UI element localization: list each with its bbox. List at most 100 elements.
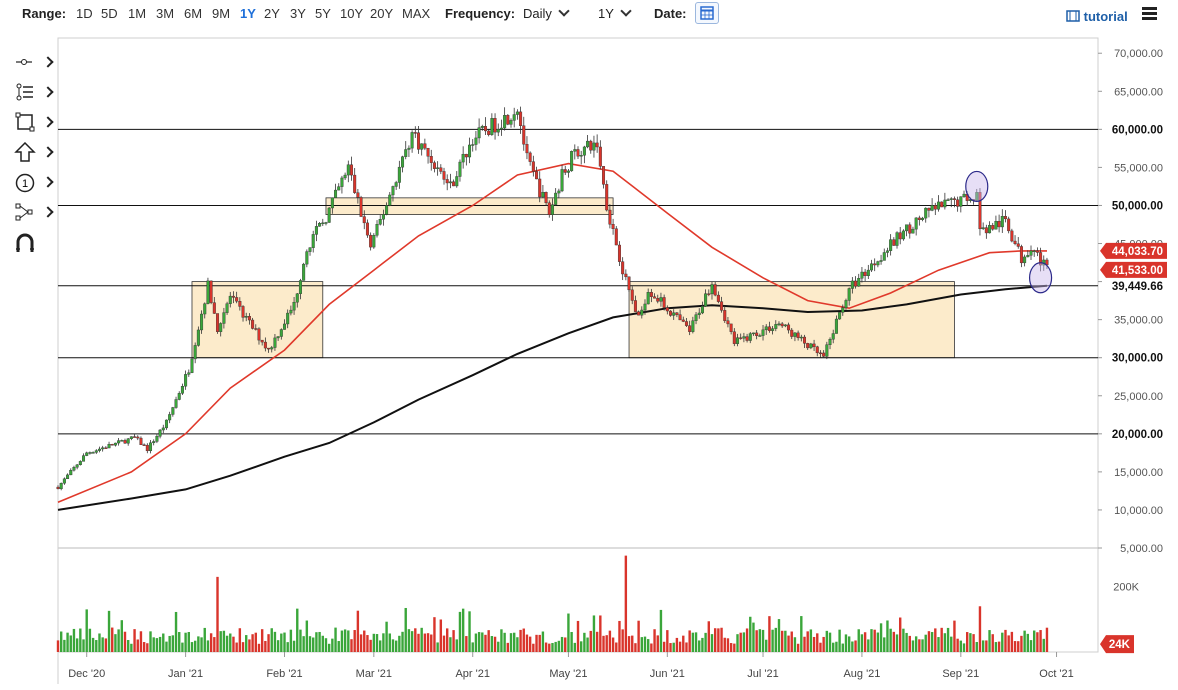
candle-body xyxy=(413,132,417,134)
candle xyxy=(812,339,816,352)
rectangle-tool-icon xyxy=(15,112,35,132)
highlight-marker xyxy=(965,170,989,203)
volume-bar xyxy=(372,633,376,652)
period-select[interactable]: 1Y xyxy=(598,5,632,21)
volume-bar xyxy=(254,632,257,652)
range-3m-button[interactable]: 3M xyxy=(156,6,175,21)
volume-bar xyxy=(152,637,155,652)
candle xyxy=(630,286,634,305)
candle xyxy=(247,313,251,325)
range-1d-button[interactable]: 1D xyxy=(76,6,93,21)
ma-short-line xyxy=(57,162,1047,504)
range-2y-button[interactable]: 2Y xyxy=(264,6,280,21)
volume-bar xyxy=(589,630,592,652)
candle-body xyxy=(129,436,133,439)
candle xyxy=(385,202,389,216)
volume-bar xyxy=(72,628,76,652)
range-1y-button[interactable]: 1Y xyxy=(240,6,256,21)
candle xyxy=(477,118,481,144)
candle-body xyxy=(646,292,650,305)
volume-bar xyxy=(809,629,813,652)
tutorial-link[interactable]: tutorial xyxy=(1066,9,1128,24)
candle-body xyxy=(503,114,507,129)
range-9m-button[interactable]: 9M xyxy=(212,6,231,21)
magnet-tool-button[interactable] xyxy=(14,232,54,254)
volume-bar xyxy=(235,642,238,652)
range-3y-button[interactable]: 3Y xyxy=(290,6,306,21)
candle xyxy=(716,291,720,304)
candle xyxy=(107,441,111,449)
candle-body xyxy=(72,467,76,471)
range-max-button[interactable]: MAX xyxy=(402,6,431,21)
candle xyxy=(155,433,159,444)
volume-bar xyxy=(401,631,404,652)
y-tick-label: 15,000.00 xyxy=(1114,467,1163,479)
candle-body xyxy=(263,341,267,349)
volume-bar xyxy=(685,642,688,652)
line-tool-icon xyxy=(16,59,32,65)
volume-bar xyxy=(1026,633,1030,652)
range-1m-button[interactable]: 1M xyxy=(128,6,147,21)
candle-body xyxy=(956,199,960,207)
volume-bar xyxy=(611,637,615,652)
candle xyxy=(270,345,274,353)
volume-bar xyxy=(461,608,465,652)
candle-body xyxy=(416,132,420,150)
candle-body xyxy=(898,232,902,240)
candle xyxy=(531,155,535,177)
range-20y-button[interactable]: 20Y xyxy=(370,6,394,21)
volume-bar xyxy=(924,634,927,652)
rectangle-tool-button[interactable] xyxy=(14,112,54,134)
volume-bar xyxy=(787,635,790,652)
fib-tool-button[interactable] xyxy=(14,82,54,104)
volume-bar xyxy=(519,629,522,652)
volume-bar xyxy=(200,637,203,652)
candle-body xyxy=(889,239,893,251)
volume-bar xyxy=(446,628,449,652)
price-tag: 41,533.00 xyxy=(1112,265,1163,277)
candle-body xyxy=(168,414,172,421)
candle xyxy=(952,196,956,208)
candle xyxy=(605,180,609,212)
candle-body xyxy=(720,301,724,311)
volume-bar xyxy=(726,638,730,652)
candle-body xyxy=(91,452,95,454)
candle xyxy=(69,468,73,476)
range-5y-button[interactable]: 5Y xyxy=(315,6,331,21)
candle xyxy=(110,443,114,446)
arrow-tool-button[interactable] xyxy=(14,141,54,164)
candle xyxy=(139,436,143,445)
candle xyxy=(1013,235,1017,246)
candle xyxy=(196,326,200,347)
pattern-tool-button[interactable] xyxy=(14,202,54,224)
candle-body xyxy=(1003,216,1007,220)
volume-bar xyxy=(710,634,714,652)
candle-body xyxy=(656,298,660,302)
price-tag-bg xyxy=(1100,261,1167,278)
range-5d-button[interactable]: 5D xyxy=(101,6,118,21)
candle-body xyxy=(975,192,979,201)
volume-bar xyxy=(873,629,876,652)
candle-body xyxy=(483,126,487,132)
range-10y-button[interactable]: 10Y xyxy=(340,6,364,21)
counter-tool-button[interactable]: 1 xyxy=(14,172,54,194)
volume-bar xyxy=(972,634,975,652)
volume-bar xyxy=(790,631,793,652)
candle xyxy=(847,287,851,306)
candle xyxy=(908,222,912,239)
volume-bar xyxy=(133,629,136,652)
frequency-select[interactable]: Daily xyxy=(523,5,570,21)
candle xyxy=(525,136,529,160)
candle-body xyxy=(812,343,816,347)
range-6m-button[interactable]: 6M xyxy=(184,6,203,21)
line-tool-button[interactable] xyxy=(14,52,54,74)
volume-bar xyxy=(544,642,548,652)
candle xyxy=(413,126,417,138)
candle-body xyxy=(426,147,430,157)
hamburger-menu-icon[interactable] xyxy=(1142,7,1157,20)
candle-body xyxy=(334,189,338,198)
candle-body xyxy=(62,478,66,484)
volume-bar xyxy=(975,641,978,652)
calendar-button[interactable] xyxy=(695,2,719,24)
